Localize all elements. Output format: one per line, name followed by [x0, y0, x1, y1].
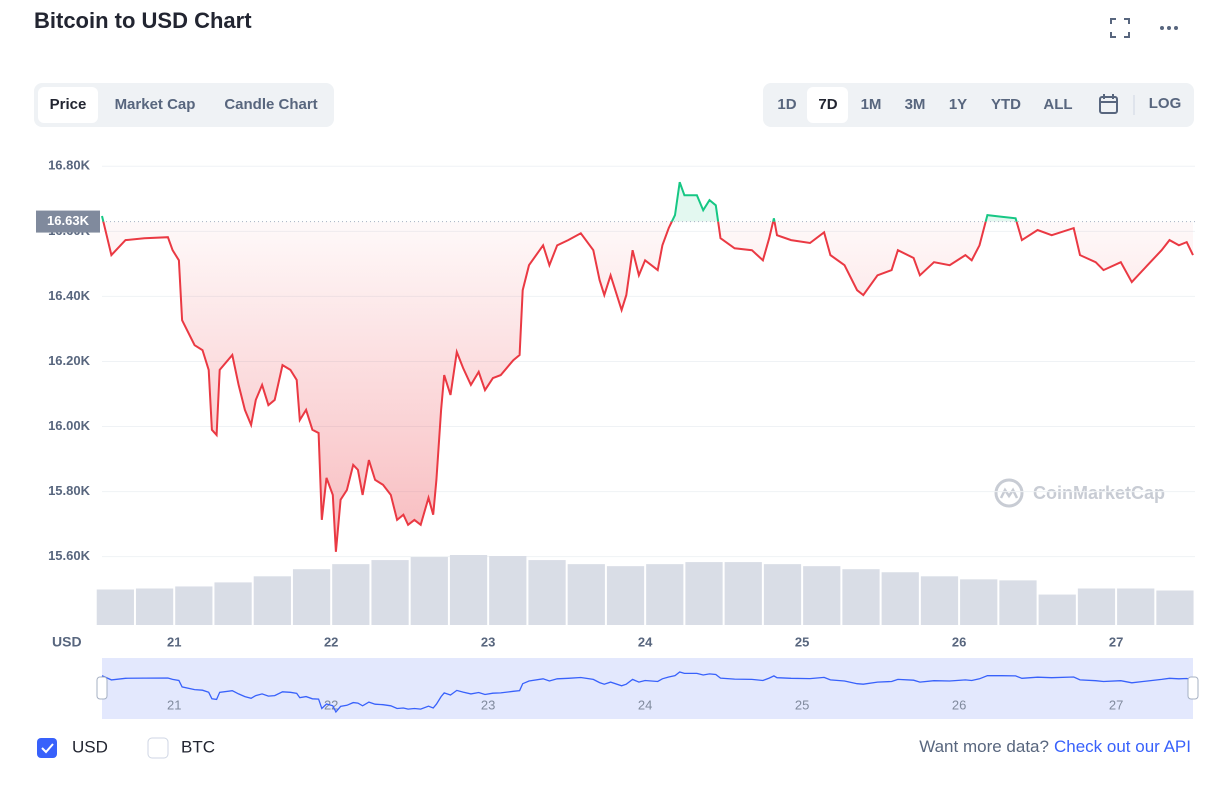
check-mark: [41, 743, 54, 754]
reference-label: 16.63K: [47, 213, 90, 228]
x-tick-label: 25: [795, 634, 809, 649]
chart-title: Bitcoin to USD Chart: [34, 8, 252, 33]
nav-tick-label: 27: [1109, 697, 1123, 712]
volume-bar: [842, 569, 880, 625]
volume-bar: [1077, 588, 1116, 625]
y-tick-label: 15.60K: [48, 548, 91, 563]
range-group: [763, 83, 1194, 127]
x-tick-label: 27: [1109, 634, 1123, 649]
range-button[interactable]: ALL: [1043, 96, 1072, 113]
volume-bar: [371, 560, 409, 625]
x-axis-label: USD: [52, 634, 82, 650]
active-tab: [38, 87, 98, 123]
volume-bar: [410, 557, 448, 625]
volume-bar: [1038, 594, 1076, 625]
nav-tick-label: 26: [952, 697, 966, 712]
volume-bar: [332, 564, 370, 625]
reference-badge: [36, 210, 100, 233]
calendar-icon[interactable]: [1099, 94, 1118, 114]
price-line: [102, 221, 1194, 552]
navigator-plot: 21 22 23 24 25 26 27: [101, 671, 1194, 714]
api-link[interactable]: Check out our API: [1054, 737, 1191, 756]
volume-bar: [1117, 588, 1155, 625]
volume-bar: [449, 555, 488, 625]
range-button[interactable]: 1D: [777, 96, 796, 113]
volume-bar: [253, 576, 291, 625]
navigator: [102, 658, 1193, 719]
active-range: [807, 87, 848, 123]
volume-bar: [763, 564, 802, 625]
volume-bar: [920, 576, 959, 625]
nav-tick-label: 23: [481, 697, 495, 712]
volume-bar: [175, 586, 213, 625]
nav-tick-label: 24: [638, 697, 652, 712]
y-tick-label: 16.00K: [48, 418, 91, 433]
range-button[interactable]: 3M: [905, 96, 926, 113]
volume-bar: [999, 580, 1037, 625]
volume-bar: [960, 579, 998, 625]
x-tick-label: 26: [952, 634, 966, 649]
volume-bar: [567, 564, 605, 625]
x-tick-label: 23: [481, 634, 495, 649]
nav-tick-label: 21: [167, 697, 181, 712]
volume-bar: [685, 562, 723, 625]
range-button[interactable]: 7D: [818, 96, 837, 113]
fullscreen-icon[interactable]: [1110, 18, 1130, 38]
nav-handle[interactable]: [96, 676, 108, 700]
watermark: CoinMarketCap: [994, 478, 1165, 508]
watermark-text: CoinMarketCap: [1033, 483, 1165, 503]
volume-bar: [646, 564, 684, 625]
more-icon[interactable]: [1160, 26, 1178, 30]
legend-label[interactable]: USD: [72, 737, 108, 756]
tab[interactable]: Market Cap: [115, 96, 196, 113]
more-data-text: Want more data?: [919, 737, 1049, 756]
volume-bar: [881, 572, 919, 625]
y-tick-label: 15.80K: [48, 483, 91, 498]
y-tick-label: 16.80K: [48, 158, 91, 173]
volume-bar: [1156, 590, 1194, 625]
volume-bar: [528, 560, 566, 625]
range-button[interactable]: 1M: [861, 96, 882, 113]
nav-handle[interactable]: [1187, 676, 1199, 700]
checkbox[interactable]: [147, 737, 169, 759]
currency-label[interactable]: BTC: [181, 737, 215, 756]
tab-group: [34, 83, 334, 127]
volume-bar: [135, 588, 174, 625]
volume-bar: [96, 589, 134, 625]
nav-tick-label: 25: [795, 697, 809, 712]
y-tick-label: 16.40K: [48, 288, 91, 303]
range-button[interactable]: YTD: [991, 96, 1021, 113]
y-tick-label: 16.20K: [48, 353, 91, 368]
tab[interactable]: Candle Chart: [224, 96, 317, 113]
x-tick-label: 21: [167, 634, 181, 649]
log-button[interactable]: LOG: [1149, 95, 1182, 112]
more-data: Want more data? Check out our API: [919, 737, 1191, 756]
checkbox-checked[interactable]: [37, 738, 57, 758]
navigator-line: [101, 671, 1194, 714]
tab[interactable]: Price: [50, 96, 87, 113]
volume-bar: [214, 582, 252, 625]
volume-bar: [292, 569, 331, 625]
volume-bar: [803, 566, 841, 625]
area-below: [103, 221, 1193, 552]
plot: 15.60K15.80K16.00K16.20K16.40K16.60K16.8…: [36, 158, 1195, 650]
volume-bar: [489, 556, 527, 625]
volume-bar: [724, 562, 762, 625]
x-tick-label: 22: [324, 634, 338, 649]
range-button[interactable]: 1Y: [949, 96, 967, 113]
x-tick-label: 24: [638, 634, 653, 649]
volume-bar: [606, 566, 645, 625]
